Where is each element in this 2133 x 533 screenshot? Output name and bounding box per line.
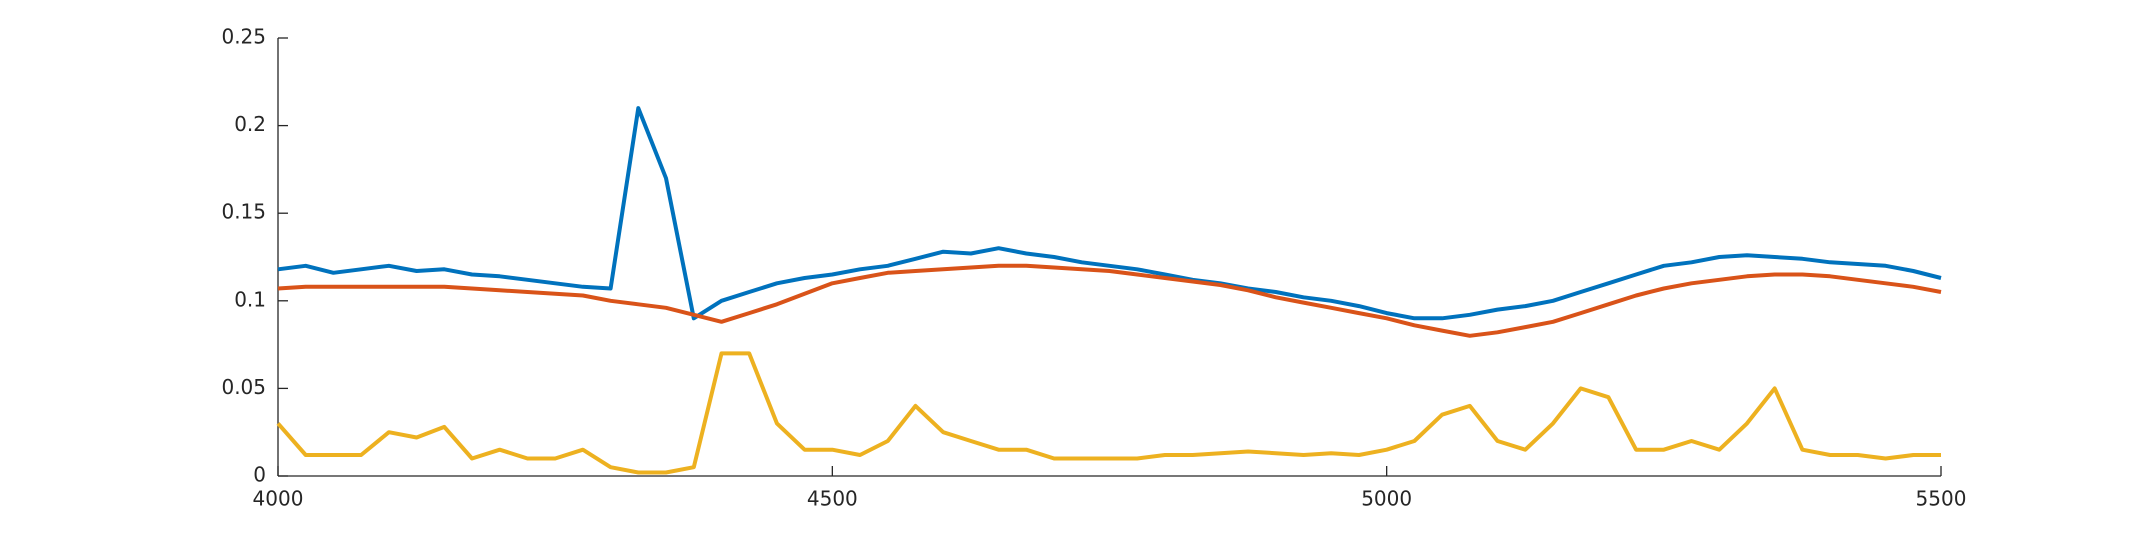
y-tick-label: 0.05 [221,375,266,399]
series-line [276,351,1941,475]
x-tick-label: 5500 [1916,487,1967,511]
x-tick-label: 4500 [807,487,858,511]
y-tick-label: 0.1 [234,287,266,311]
series-line [277,106,1942,321]
y-tick-label: 0 [253,463,266,487]
y-tick-label: 0.2 [234,112,266,136]
x-tick-label: 5000 [1361,487,1412,511]
x-tick-label: 4000 [253,487,304,511]
y-tick-label: 0.15 [221,200,266,224]
y-tick-label: 0.25 [221,25,266,49]
series-line [277,263,1942,338]
